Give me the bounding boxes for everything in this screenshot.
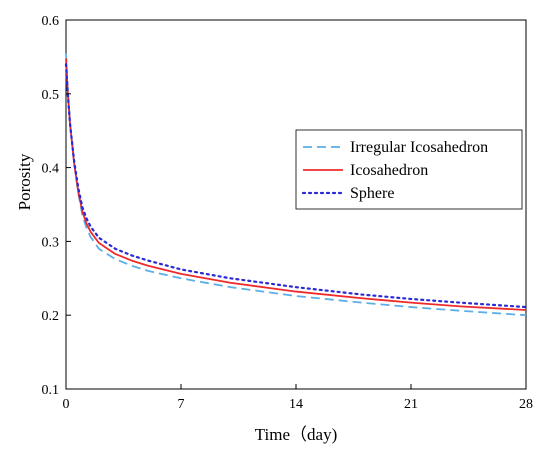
x-tick-label: 7 [178,397,185,412]
y-axis-title: Porosity [15,153,34,210]
legend-label: Irregular Icosahedron [350,139,488,156]
y-tick-label: 0.4 [42,162,60,177]
y-tick-label: 0.5 [42,88,60,103]
series-line-3 [64,63,528,309]
series-layer [64,53,528,317]
series-line-2 [65,58,527,311]
y-tick-label: 0.2 [42,309,60,324]
y-tick-label: 0.3 [42,235,60,250]
y-tick-label: 0.6 [42,14,60,29]
x-axis-title: Time（day) [255,425,338,444]
legend-label: Icosahedron [350,162,428,179]
x-tick-label: 0 [63,397,70,412]
legend: Irregular Icosahedron Icosahedron Sphere [295,129,523,210]
x-tick-label: 14 [289,397,303,412]
ticks-layer: 0 7 14 21 28 0.1 0.2 0.3 0.4 0.5 0.6 [42,14,534,412]
x-tick-label: 21 [404,397,418,412]
y-tick-label: 0.1 [42,383,60,398]
legend-label: Sphere [350,185,394,202]
x-tick-label: 28 [519,397,533,412]
